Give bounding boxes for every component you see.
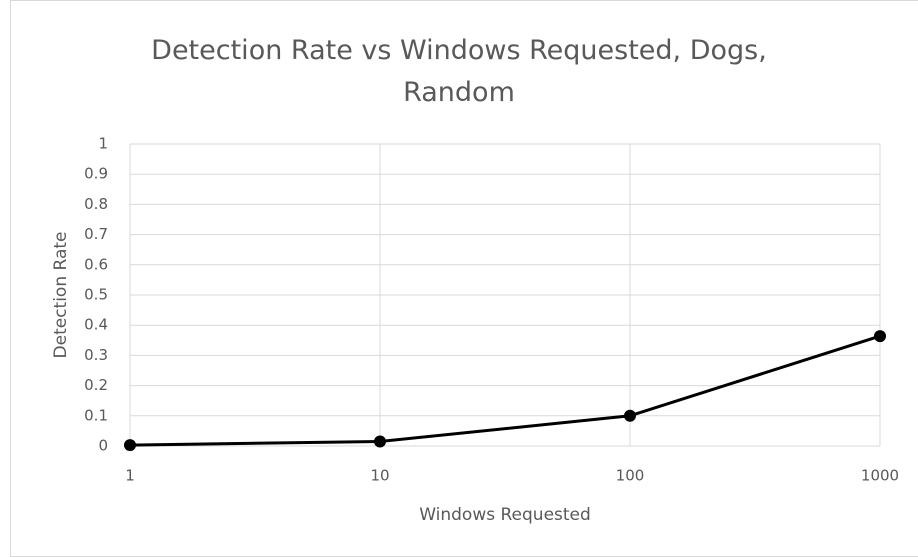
- y-tick-label: 0.7: [84, 225, 108, 243]
- chart-title: Detection Rate vs Windows Requested, Dog…: [151, 35, 767, 108]
- y-tick-label: 0.4: [84, 316, 108, 334]
- y-tick-label: 0.3: [84, 346, 108, 364]
- data-line: [129, 334, 881, 447]
- y-tick-label: 0.1: [84, 406, 108, 424]
- y-tick-label: 0.8: [84, 195, 108, 213]
- y-tick-label: 0.2: [84, 376, 108, 394]
- x-tick-label: 1000: [861, 467, 899, 485]
- x-tick-label: 10: [370, 467, 389, 485]
- x-tick-label: 100: [616, 467, 645, 485]
- data-point: [124, 439, 136, 452]
- y-tick-label: 0.5: [84, 286, 108, 304]
- y-tick-label: 0.6: [84, 255, 108, 273]
- data-point: [874, 330, 886, 343]
- x-axis-label: Windows Requested: [419, 505, 591, 525]
- y-tick-label: 1: [98, 135, 108, 153]
- data-point: [374, 435, 386, 448]
- y-tick-label: 0.9: [84, 165, 108, 183]
- y-axis-label: Detection Rate: [51, 232, 71, 359]
- data-point: [624, 409, 636, 422]
- x-tick-label: 1: [125, 467, 135, 485]
- y-tick-label: 0: [98, 437, 108, 455]
